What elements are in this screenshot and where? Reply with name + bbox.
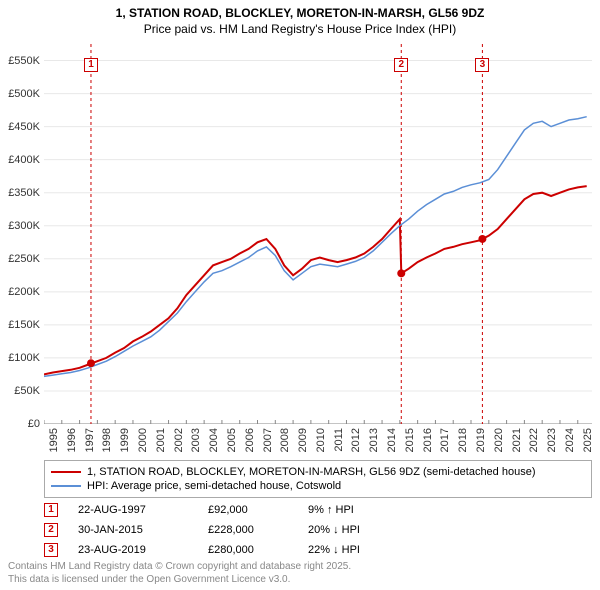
x-tick-label: 2020: [493, 428, 505, 452]
x-tick-label: 2002: [173, 428, 185, 452]
chart-subtitle: Price paid vs. HM Land Registry's House …: [0, 22, 600, 40]
y-tick-label: £300K: [0, 220, 40, 232]
marker-table-box: 1: [44, 503, 58, 517]
marker-pct: 20% ↓ HPI: [308, 524, 418, 536]
x-tick-label: 2013: [368, 428, 380, 452]
legend-swatch: [51, 485, 81, 487]
x-tick-label: 2005: [226, 428, 238, 452]
series-hpi: [44, 117, 587, 377]
y-tick-label: £350K: [0, 187, 40, 199]
x-tick-label: 2021: [511, 428, 523, 452]
footer-line-2: This data is licensed under the Open Gov…: [8, 573, 351, 586]
y-tick-label: £50K: [0, 385, 40, 397]
chart-marker-box: 2: [394, 58, 408, 72]
x-tick-label: 2018: [457, 428, 469, 452]
y-tick-label: £100K: [0, 352, 40, 364]
sale-point-dot: [397, 269, 405, 277]
marker-table-row: 2 30-JAN-2015 £228,000 20% ↓ HPI: [44, 520, 592, 540]
x-tick-label: 1999: [119, 428, 131, 452]
sale-point-dot: [478, 235, 486, 243]
x-tick-label: 2024: [564, 428, 576, 452]
chart-svg: [44, 44, 592, 424]
x-tick-label: 2011: [333, 428, 345, 452]
marker-price: £228,000: [208, 524, 288, 536]
x-tick-label: 2017: [439, 428, 451, 452]
marker-price: £280,000: [208, 544, 288, 556]
x-tick-label: 2012: [350, 428, 362, 452]
x-tick-label: 2019: [475, 428, 487, 452]
legend-swatch: [51, 471, 81, 473]
marker-pct: 9% ↑ HPI: [308, 504, 418, 516]
x-tick-label: 2006: [244, 428, 256, 452]
chart-plot-area: £0£50K£100K£150K£200K£250K£300K£350K£400…: [44, 44, 592, 424]
footer-attribution: Contains HM Land Registry data © Crown c…: [8, 560, 351, 586]
marker-pct: 22% ↓ HPI: [308, 544, 418, 556]
x-tick-label: 2003: [190, 428, 202, 452]
chart-container: 1, STATION ROAD, BLOCKLEY, MORETON-IN-MA…: [0, 0, 600, 590]
marker-date: 22-AUG-1997: [78, 504, 188, 516]
chart-title: 1, STATION ROAD, BLOCKLEY, MORETON-IN-MA…: [0, 0, 600, 22]
x-tick-label: 2010: [315, 428, 327, 452]
y-tick-label: £400K: [0, 154, 40, 166]
x-tick-label: 2004: [208, 428, 220, 452]
x-tick-label: 2022: [528, 428, 540, 452]
x-tick-label: 2001: [155, 428, 167, 452]
x-tick-label: 1996: [66, 428, 78, 452]
x-tick-label: 1995: [48, 428, 60, 452]
legend-label: 1, STATION ROAD, BLOCKLEY, MORETON-IN-MA…: [87, 466, 535, 478]
x-tick-label: 2007: [262, 428, 274, 452]
x-tick-label: 2008: [279, 428, 291, 452]
marker-date: 30-JAN-2015: [78, 524, 188, 536]
x-tick-label: 2000: [137, 428, 149, 452]
x-tick-label: 2023: [546, 428, 558, 452]
footer-line-1: Contains HM Land Registry data © Crown c…: [8, 560, 351, 573]
y-tick-label: £250K: [0, 253, 40, 265]
y-tick-label: £550K: [0, 55, 40, 67]
x-tick-label: 2009: [297, 428, 309, 452]
x-tick-label: 2025: [582, 428, 594, 452]
marker-date: 23-AUG-2019: [78, 544, 188, 556]
x-tick-label: 2015: [404, 428, 416, 452]
marker-table-row: 3 23-AUG-2019 £280,000 22% ↓ HPI: [44, 540, 592, 560]
y-tick-label: £450K: [0, 121, 40, 133]
chart-marker-box: 3: [475, 58, 489, 72]
legend-box: 1, STATION ROAD, BLOCKLEY, MORETON-IN-MA…: [44, 460, 592, 498]
series-property_price: [44, 186, 587, 374]
marker-table-box: 3: [44, 543, 58, 557]
legend-item: 1, STATION ROAD, BLOCKLEY, MORETON-IN-MA…: [51, 465, 585, 479]
marker-table-row: 1 22-AUG-1997 £92,000 9% ↑ HPI: [44, 500, 592, 520]
x-tick-label: 1997: [84, 428, 96, 452]
y-tick-label: £500K: [0, 88, 40, 100]
x-tick-label: 2014: [386, 428, 398, 452]
x-tick-label: 1998: [101, 428, 113, 452]
marker-table-box: 2: [44, 523, 58, 537]
sale-point-dot: [87, 359, 95, 367]
marker-price: £92,000: [208, 504, 288, 516]
x-tick-label: 2016: [422, 428, 434, 452]
y-tick-label: £150K: [0, 319, 40, 331]
legend-label: HPI: Average price, semi-detached house,…: [87, 480, 341, 492]
marker-table: 1 22-AUG-1997 £92,000 9% ↑ HPI 2 30-JAN-2015 £…: [44, 500, 592, 560]
y-tick-label: £0: [0, 418, 40, 430]
y-tick-label: £200K: [0, 286, 40, 298]
legend-item: HPI: Average price, semi-detached house,…: [51, 479, 585, 493]
chart-marker-box: 1: [84, 58, 98, 72]
